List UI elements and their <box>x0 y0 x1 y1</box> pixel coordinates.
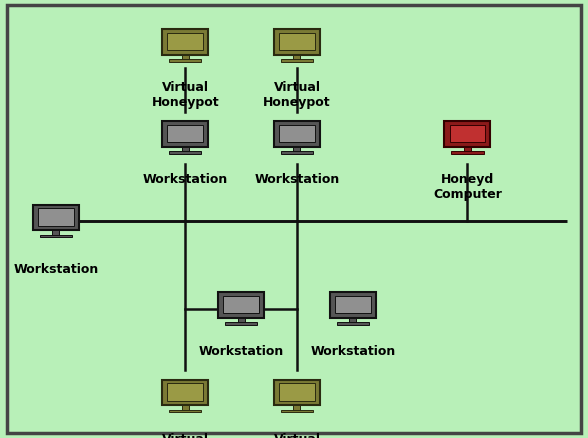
Text: Virtual
Honeypot: Virtual Honeypot <box>263 433 331 438</box>
Text: Honeyd
Computer: Honeyd Computer <box>433 173 502 201</box>
Bar <box>452 152 483 154</box>
Bar <box>445 121 490 147</box>
Text: Workstation: Workstation <box>255 173 339 187</box>
Bar <box>281 60 313 62</box>
Bar <box>182 147 189 152</box>
Text: Workstation: Workstation <box>310 345 395 358</box>
Text: Virtual
Honeypot: Virtual Honeypot <box>263 81 331 109</box>
Bar <box>162 121 208 147</box>
Bar <box>293 405 300 410</box>
Bar <box>279 33 315 50</box>
Bar <box>274 29 320 55</box>
Bar <box>167 383 203 401</box>
Bar <box>218 292 264 318</box>
Bar <box>162 29 208 55</box>
Bar <box>169 60 201 62</box>
FancyBboxPatch shape <box>7 5 581 433</box>
Bar <box>337 322 369 325</box>
Bar <box>169 410 201 413</box>
Bar <box>274 380 320 405</box>
Bar <box>335 296 371 313</box>
Bar <box>281 152 313 154</box>
Bar <box>279 383 315 401</box>
Bar <box>52 230 59 235</box>
Bar <box>225 322 257 325</box>
Bar <box>464 147 471 152</box>
Bar <box>182 55 189 60</box>
Bar <box>40 235 72 237</box>
Bar <box>293 55 300 60</box>
Bar <box>330 292 376 318</box>
Bar <box>182 405 189 410</box>
Bar <box>169 152 201 154</box>
Text: Workstation: Workstation <box>143 173 228 187</box>
Bar <box>167 125 203 142</box>
Bar <box>162 380 208 405</box>
Bar <box>238 318 245 322</box>
Bar <box>279 125 315 142</box>
Bar <box>274 121 320 147</box>
Text: Virtual
Honeypot: Virtual Honeypot <box>151 81 219 109</box>
Bar <box>33 205 79 230</box>
Bar <box>449 125 486 142</box>
Bar <box>281 410 313 413</box>
Bar <box>38 208 74 226</box>
Bar <box>167 33 203 50</box>
Text: Virtual
Honeypot: Virtual Honeypot <box>151 433 219 438</box>
Text: Workstation: Workstation <box>199 345 283 358</box>
Bar <box>223 296 259 313</box>
Bar <box>293 147 300 152</box>
Text: Workstation: Workstation <box>14 263 98 276</box>
Bar <box>349 318 356 322</box>
